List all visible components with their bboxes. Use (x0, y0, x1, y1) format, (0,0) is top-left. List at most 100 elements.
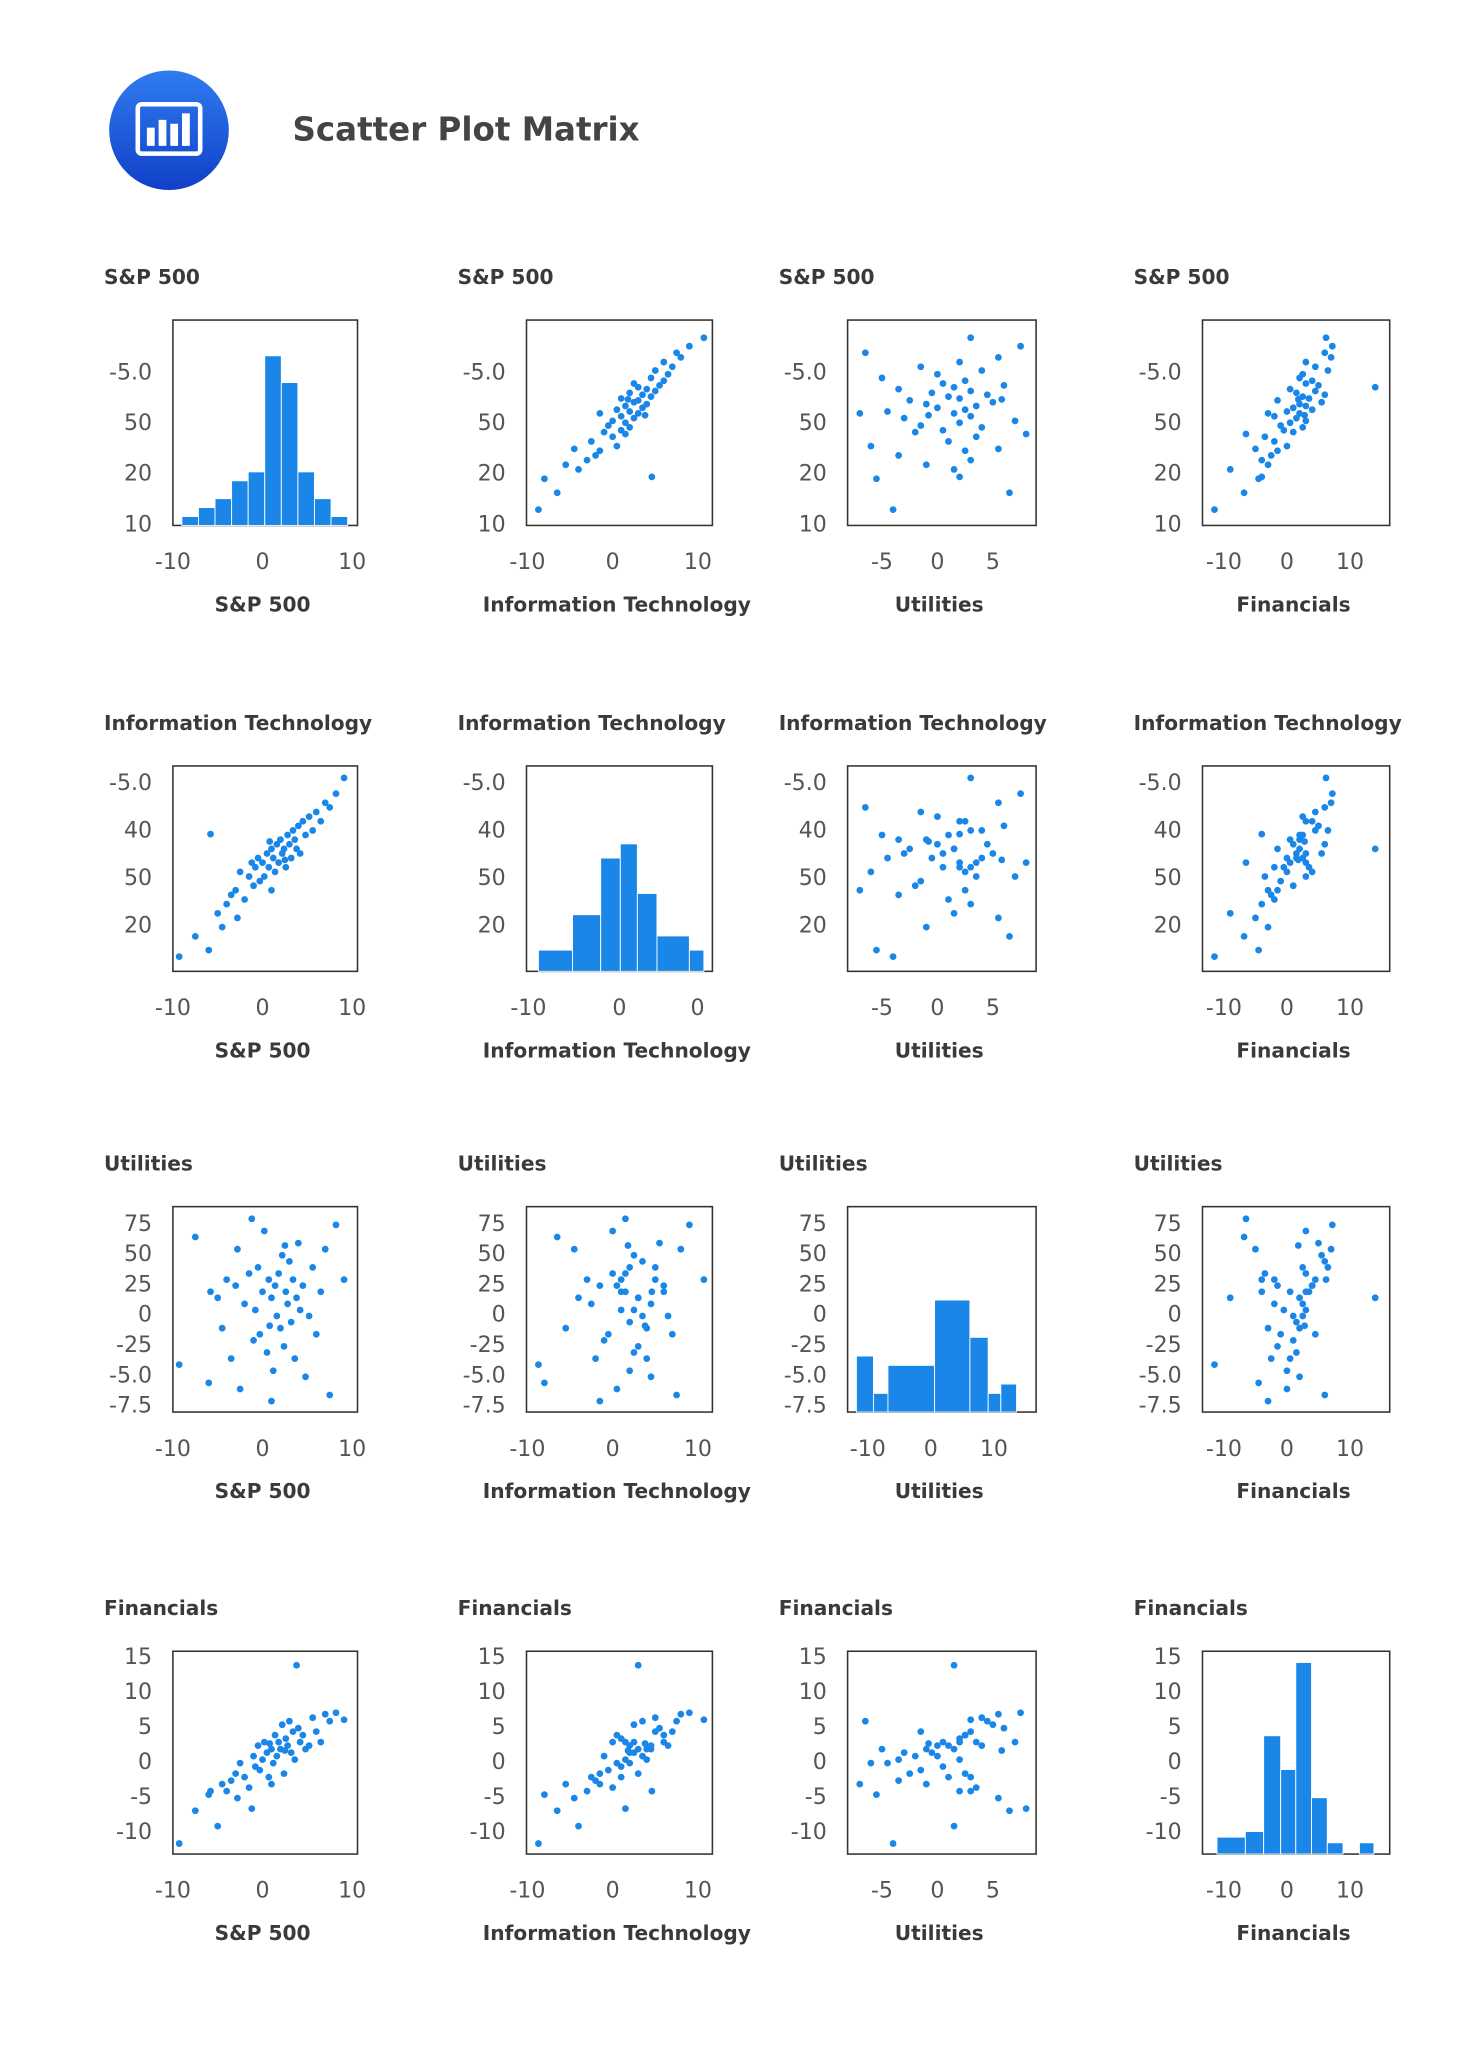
scatter-point (1321, 804, 1329, 811)
scatter-point (967, 774, 975, 782)
y-tick-label: 0 (813, 1749, 827, 1775)
scatter-point (1017, 790, 1024, 797)
x-axis-label: Financials (1236, 593, 1350, 617)
histogram-bar (1263, 1735, 1282, 1855)
scatter-point (609, 417, 617, 425)
histogram-bar (214, 498, 233, 526)
scatter-point (673, 349, 680, 357)
scatter-point (950, 410, 958, 417)
scatter-point (1264, 923, 1272, 931)
scatter-point (596, 410, 604, 417)
scatter-point (950, 1822, 958, 1830)
scatter-point (227, 1777, 235, 1785)
scatter-point (995, 354, 1002, 361)
scatter-point (207, 830, 214, 838)
y-tick-label: -5 (805, 1784, 827, 1810)
scatter-point (967, 1728, 975, 1736)
scatter-point (1289, 404, 1297, 412)
y-tick-label: 25 (799, 1271, 827, 1297)
scatter-point (575, 466, 582, 473)
scatter-point (268, 1294, 275, 1302)
y-tick-label: 50 (1154, 865, 1182, 891)
x-tick-label: -10 (509, 1436, 545, 1462)
scatter-point (1226, 1294, 1234, 1302)
scatter-point (1006, 932, 1013, 940)
scatter-point (906, 1770, 914, 1778)
scatter-point (950, 909, 958, 917)
scatter-point (271, 868, 279, 876)
scatter-point (1301, 1322, 1308, 1330)
scatter-point (609, 1738, 617, 1746)
y-tick-label: -10 (791, 1819, 827, 1845)
scatter-point (1280, 1306, 1288, 1314)
scatter-point (978, 367, 986, 374)
scatter-point (978, 1742, 986, 1750)
x-tick-label: -10 (1206, 1878, 1242, 1904)
y-tick-label: 50 (124, 410, 152, 436)
scatter-point (609, 433, 617, 441)
y-tick-label: -5.0 (784, 359, 827, 385)
x-tick-label: 0 (930, 1878, 944, 1904)
scatter-point (1283, 1367, 1291, 1375)
scatter-point (622, 402, 629, 410)
scatter-point (634, 1661, 642, 1669)
scatter-point (972, 873, 980, 880)
scatter-point (291, 1355, 299, 1362)
y-tick-label: 0 (138, 1302, 152, 1328)
scatter-point (275, 1738, 283, 1746)
histogram-bar (1216, 1836, 1246, 1855)
scatter-point (1252, 1245, 1259, 1253)
scatter-point (321, 799, 329, 807)
scatter-point (983, 391, 991, 399)
y-tick-label: -7.5 (1139, 1393, 1182, 1419)
y-tick-label: 20 (1154, 461, 1182, 487)
scatter-point (613, 406, 621, 414)
scatter-point (277, 1324, 284, 1332)
histogram-bar (1311, 1797, 1328, 1855)
x-tick-label: -5 (871, 1878, 893, 1904)
scatter-point (1371, 1294, 1379, 1302)
histogram-bar (1000, 1383, 1018, 1413)
scatter-point (1296, 1294, 1303, 1302)
scatter-point (617, 412, 625, 420)
axes-frame (172, 1650, 359, 1855)
x-tick-label: 10 (1336, 1436, 1364, 1462)
scatter-point (286, 1717, 293, 1725)
x-tick-label: 10 (684, 1436, 712, 1462)
scatter-point (234, 1794, 241, 1802)
scatter-point (950, 1745, 958, 1753)
scatter-point (1322, 334, 1330, 342)
y-tick-label: -25 (1146, 1332, 1182, 1358)
scatter-point (939, 863, 947, 871)
x-tick-label: -10 (509, 1878, 545, 1904)
scatter-point (900, 850, 908, 857)
scatter-point (1258, 1288, 1266, 1296)
scatter-point (998, 1747, 1006, 1754)
scatter-point (873, 946, 880, 954)
scatter-point (562, 1780, 570, 1788)
scatter-point (1327, 799, 1335, 807)
scatter-point (889, 506, 897, 513)
scatter-point (1315, 1239, 1322, 1247)
histogram-bar (537, 949, 574, 972)
scatter-point (268, 845, 275, 853)
histogram-bar (872, 1392, 889, 1413)
scatter-point (1293, 1349, 1300, 1356)
scatter-point (1017, 1709, 1024, 1717)
scatter-point (587, 438, 595, 445)
scatter-point (1261, 433, 1269, 441)
x-tick-label: -5 (871, 995, 893, 1021)
scatter-point (641, 411, 649, 419)
scatter-point (700, 1276, 708, 1283)
scatter-point (626, 1264, 634, 1271)
scatter-point (1258, 830, 1266, 838)
scatter-point (275, 859, 283, 867)
histogram-bar (314, 498, 332, 526)
y-tick-label: 50 (124, 865, 152, 891)
histogram-bar (247, 471, 266, 526)
scatter-point (273, 1312, 281, 1320)
scatter-point (978, 854, 986, 862)
scatter-point (651, 387, 659, 395)
scatter-point (1267, 1355, 1275, 1362)
scatter-point (296, 1306, 304, 1314)
